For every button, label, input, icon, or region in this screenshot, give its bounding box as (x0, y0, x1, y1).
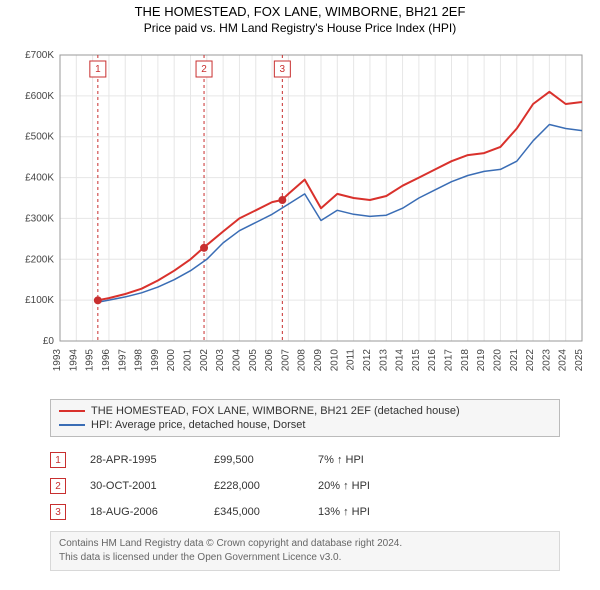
legend: THE HOMESTEAD, FOX LANE, WIMBORNE, BH21 … (50, 399, 560, 437)
svg-text:2019: 2019 (476, 349, 487, 372)
event-date: 28-APR-1995 (90, 454, 190, 466)
legend-swatch (59, 410, 85, 412)
svg-text:2: 2 (201, 64, 207, 75)
svg-text:2000: 2000 (166, 349, 177, 372)
event-badge: 1 (50, 452, 66, 468)
svg-text:2020: 2020 (492, 349, 503, 372)
svg-text:1993: 1993 (52, 349, 63, 372)
svg-text:2009: 2009 (313, 349, 324, 372)
event-badge: 3 (50, 504, 66, 520)
svg-text:£400K: £400K (25, 173, 54, 184)
svg-text:2001: 2001 (183, 349, 194, 372)
event-delta: 7% ↑ HPI (318, 454, 408, 466)
event-price: £99,500 (214, 454, 294, 466)
legend-swatch (59, 424, 85, 426)
svg-text:2012: 2012 (362, 349, 373, 372)
event-date: 18-AUG-2006 (90, 506, 190, 518)
attribution-line: Contains HM Land Registry data © Crown c… (59, 537, 551, 551)
event-delta: 20% ↑ HPI (318, 480, 408, 492)
svg-text:£600K: £600K (25, 91, 54, 102)
svg-text:£200K: £200K (25, 254, 54, 265)
svg-text:£700K: £700K (25, 50, 54, 61)
svg-text:2008: 2008 (297, 349, 308, 372)
svg-text:2017: 2017 (444, 349, 455, 372)
svg-text:1999: 1999 (150, 349, 161, 372)
svg-text:£300K: £300K (25, 213, 54, 224)
svg-text:2014: 2014 (395, 349, 406, 372)
svg-text:£0: £0 (43, 336, 55, 347)
attribution-line: This data is licensed under the Open Gov… (59, 551, 551, 565)
attribution: Contains HM Land Registry data © Crown c… (50, 531, 560, 571)
svg-text:2010: 2010 (329, 349, 340, 372)
svg-text:2016: 2016 (427, 349, 438, 372)
svg-text:1998: 1998 (134, 349, 145, 372)
svg-text:2023: 2023 (541, 349, 552, 372)
page-subtitle: Price paid vs. HM Land Registry's House … (10, 21, 590, 35)
event-badge: 2 (50, 478, 66, 494)
svg-text:2007: 2007 (280, 349, 291, 372)
svg-text:2021: 2021 (509, 349, 520, 372)
svg-text:1: 1 (95, 64, 101, 75)
legend-item: HPI: Average price, detached house, Dors… (59, 418, 551, 432)
legend-item: THE HOMESTEAD, FOX LANE, WIMBORNE, BH21 … (59, 404, 551, 418)
svg-text:1995: 1995 (85, 349, 96, 372)
svg-text:2003: 2003 (215, 349, 226, 372)
svg-text:2024: 2024 (558, 349, 569, 372)
svg-text:1996: 1996 (101, 349, 112, 372)
svg-text:2013: 2013 (378, 349, 389, 372)
svg-text:2004: 2004 (231, 349, 242, 372)
svg-text:2022: 2022 (525, 349, 536, 372)
svg-text:2006: 2006 (264, 349, 275, 372)
svg-text:2002: 2002 (199, 349, 210, 372)
svg-text:£100K: £100K (25, 295, 54, 306)
legend-label: HPI: Average price, detached house, Dors… (91, 419, 305, 431)
event-price: £345,000 (214, 506, 294, 518)
svg-text:2018: 2018 (460, 349, 471, 372)
event-delta: 13% ↑ HPI (318, 506, 408, 518)
legend-label: THE HOMESTEAD, FOX LANE, WIMBORNE, BH21 … (91, 405, 460, 417)
svg-text:1997: 1997 (117, 349, 128, 372)
svg-text:2011: 2011 (346, 349, 357, 371)
svg-text:1994: 1994 (68, 349, 79, 372)
svg-text:2025: 2025 (574, 349, 585, 372)
event-row: 1 28-APR-1995 £99,500 7% ↑ HPI (50, 447, 560, 473)
event-date: 30-OCT-2001 (90, 480, 190, 492)
event-row: 3 18-AUG-2006 £345,000 13% ↑ HPI (50, 499, 560, 525)
event-table: 1 28-APR-1995 £99,500 7% ↑ HPI 2 30-OCT-2001 £… (50, 447, 560, 525)
svg-text:2005: 2005 (248, 349, 259, 372)
svg-text:3: 3 (280, 64, 286, 75)
svg-text:2015: 2015 (411, 349, 422, 372)
event-row: 2 30-OCT-2001 £228,000 20% ↑ HPI (50, 473, 560, 499)
price-chart: £0 £100K £200K £300K £400K £500K £600K £700K 199… (10, 41, 590, 391)
event-price: £228,000 (214, 480, 294, 492)
page-title: THE HOMESTEAD, FOX LANE, WIMBORNE, BH21 … (10, 4, 590, 19)
svg-text:£500K: £500K (25, 132, 54, 143)
